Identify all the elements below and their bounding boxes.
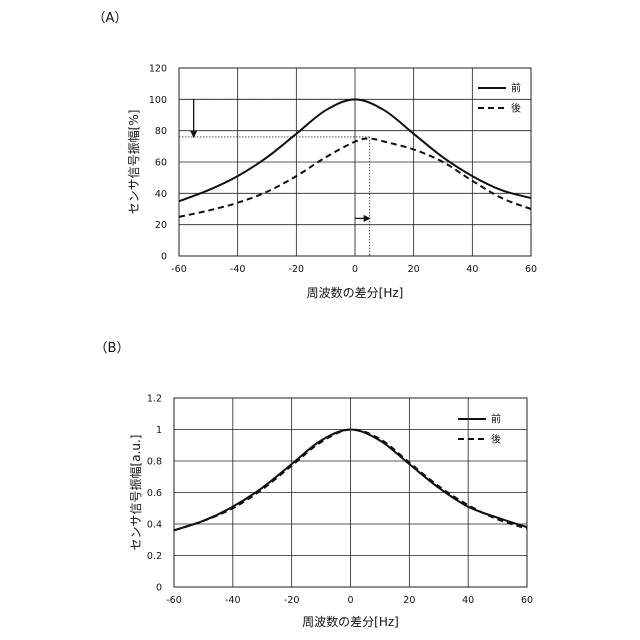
x-tick-label: 40	[466, 264, 478, 275]
y-tick-label: 80	[155, 126, 167, 137]
y-tick-label: 1.2	[147, 394, 162, 405]
y-tick-label: 0.4	[147, 520, 162, 531]
y-tick-label: 0.6	[147, 488, 162, 499]
x-axis-title: 周波数の差分[Hz]	[307, 285, 404, 300]
y-tick-label: 100	[149, 95, 167, 106]
legend-label-after: 後	[491, 433, 501, 446]
legend-label-before: 前	[511, 82, 521, 95]
x-tick-label: -20	[284, 595, 300, 606]
x-axis-title: 周波数の差分[Hz]	[302, 614, 399, 629]
x-tick-label: 0	[352, 264, 358, 275]
y-tick-label: 0.2	[147, 551, 162, 562]
x-tick-label: 60	[521, 595, 533, 606]
x-tick-label: -60	[171, 264, 187, 275]
x-tick-label: -60	[166, 595, 182, 606]
x-tick-label: 20	[408, 264, 420, 275]
x-tick-label: -40	[225, 595, 241, 606]
y-tick-label: 0	[161, 252, 167, 263]
figure-canvas: （A）-60-40-200204060020406080100120周波数の差分…	[0, 0, 640, 640]
x-tick-label: -20	[289, 264, 305, 275]
x-tick-label: 20	[403, 595, 415, 606]
panel-label: （B）	[95, 341, 130, 356]
chart-panel-a: （A） -60 -40 -20 0 20 40 60 0 20 40 60 80 100 120 周波数の差分…	[93, 11, 538, 300]
chart-panel-b: （B） -60 -40 -20 0 20 40 60 0 0.2 0.4 0.6 0.8 1 1.2 周波数の…	[95, 341, 534, 629]
y-tick-label: 0	[156, 583, 162, 594]
x-tick-label: 40	[462, 595, 474, 606]
y-tick-label: 120	[149, 64, 167, 75]
y-axis-title: センサ信号振幅[%]	[126, 110, 141, 215]
y-tick-label: 0.8	[147, 457, 162, 468]
x-tick-label: 60	[525, 264, 537, 275]
y-tick-label: 40	[155, 189, 167, 200]
legend-label-before: 前	[491, 413, 501, 426]
x-tick-label: -40	[230, 264, 246, 275]
panel-label: （A）	[93, 11, 128, 26]
y-tick-label: 20	[155, 220, 167, 231]
y-tick-label: 60	[155, 158, 167, 169]
x-tick-label: 0	[347, 595, 353, 606]
y-axis-title: センサ信号振幅[a.u.]	[128, 435, 143, 551]
y-tick-label: 1	[156, 425, 162, 436]
legend-label-after: 後	[511, 102, 521, 115]
